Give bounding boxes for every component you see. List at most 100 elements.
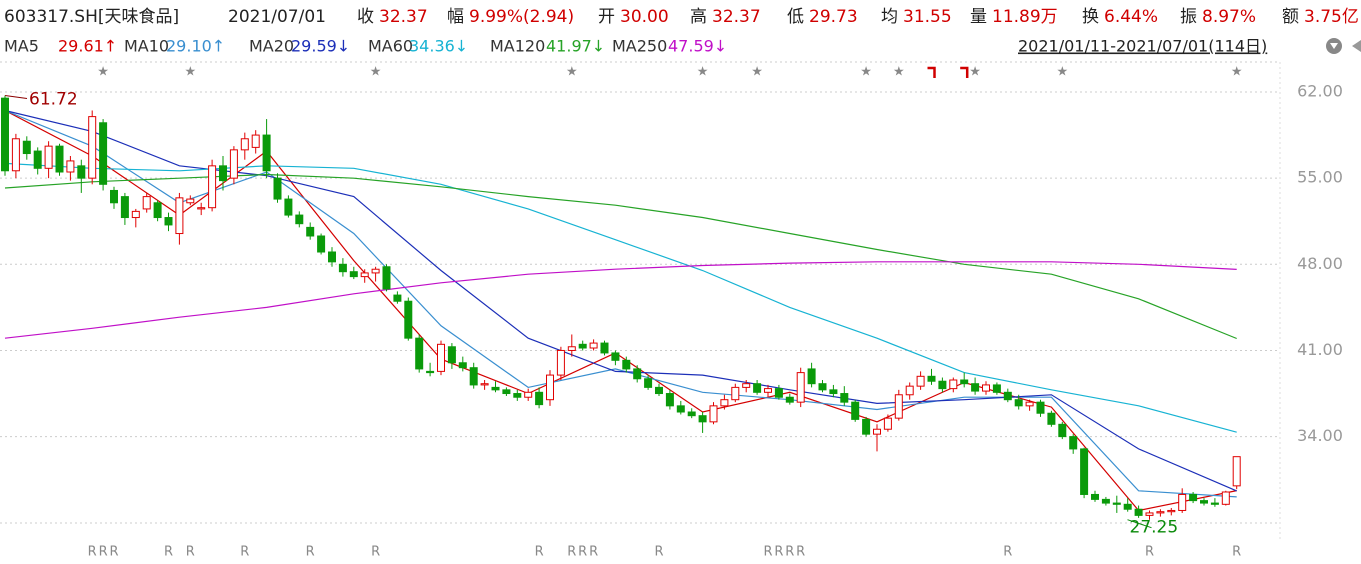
legend-value: 29.59↓ (291, 37, 350, 56)
candle-body (1069, 436, 1078, 450)
candle-body (110, 189, 118, 204)
candle-body (774, 388, 783, 398)
field-value: 8.97% (1202, 7, 1256, 27)
event-star: ★ (1231, 65, 1243, 80)
candle-body (513, 393, 522, 398)
legend-value: 41.97↓ (546, 37, 605, 56)
candle-body (22, 140, 31, 155)
candle-body (186, 198, 195, 204)
candle-body (153, 202, 162, 219)
candle-body (829, 389, 838, 395)
candle-body (273, 177, 282, 200)
date: 2021/07/01 (228, 7, 326, 27)
field-label: 均 (881, 7, 898, 27)
candle-body (567, 346, 576, 351)
candle-body (338, 263, 347, 273)
legend-name: MA10 (124, 37, 169, 56)
candle-body (785, 396, 794, 403)
candle-body (622, 359, 631, 370)
candle-body (33, 150, 42, 169)
candle-body (502, 389, 511, 395)
candle-body (655, 386, 663, 395)
event-r: R (567, 545, 576, 560)
event-flag (927, 66, 936, 78)
candle-body (916, 375, 925, 387)
event-r: R (796, 545, 805, 560)
event-r: R (654, 545, 663, 560)
candle-body (1058, 423, 1067, 438)
event-star: ★ (97, 65, 109, 80)
scroll-icon[interactable] (1352, 40, 1361, 52)
event-r: R (306, 545, 315, 560)
candle-body (251, 134, 260, 148)
candle-body (742, 383, 751, 388)
candle-body (633, 368, 642, 380)
legend-name: MA60 (368, 37, 413, 56)
field-label: 幅 (447, 7, 464, 27)
candle-body (55, 145, 64, 173)
candle-body (556, 349, 565, 376)
candle-body (611, 352, 620, 361)
candle-body (720, 399, 729, 407)
event-star: ★ (751, 65, 763, 80)
event-r: R (109, 545, 118, 560)
event-r: R (1145, 545, 1154, 560)
event-r: R (578, 545, 587, 560)
event-r: R (1232, 545, 1241, 560)
legend-name: MA120 (490, 37, 545, 56)
field-label: 收 (357, 7, 374, 27)
candle-body (229, 149, 238, 179)
event-r: R (186, 545, 195, 560)
y-tick-label: 34.00 (1297, 426, 1343, 445)
candle-body (807, 368, 816, 385)
candle-body (1156, 511, 1165, 514)
candle-body (371, 268, 380, 274)
event-r: R (88, 545, 97, 560)
candle-body (796, 372, 805, 403)
event-r: R (589, 545, 598, 560)
y-tick-label: 48.00 (1297, 254, 1343, 273)
candle-body (208, 165, 217, 209)
candle-body (676, 405, 685, 413)
event-r: R (240, 545, 249, 560)
field-value: 32.37 (712, 7, 761, 27)
legend-name: MA20 (249, 37, 294, 56)
candle-body (971, 383, 980, 392)
candle-body (437, 343, 445, 372)
candle-body (873, 428, 881, 435)
event-r: R (164, 545, 173, 560)
candle-body (1167, 509, 1176, 513)
candle-body (1200, 500, 1208, 504)
field-label: 低 (787, 7, 804, 27)
candle-body (731, 386, 740, 401)
legend-name: MA5 (4, 37, 39, 56)
event-r: R (371, 545, 380, 560)
candle-body (1145, 512, 1154, 516)
event-r: R (535, 545, 544, 560)
candle-body (524, 391, 533, 398)
field-value: 31.55 (903, 7, 952, 27)
candle-body (960, 379, 969, 385)
y-tick-label: 41.00 (1297, 340, 1343, 359)
candle-body (469, 367, 478, 386)
candle-body (1025, 401, 1034, 407)
candle-body (447, 346, 456, 364)
candle-body (66, 160, 75, 173)
candle-body (360, 272, 369, 278)
candle-body (578, 343, 587, 349)
candle-body (589, 342, 598, 349)
candle-body (1101, 498, 1110, 504)
candle-body (938, 380, 947, 390)
candle-body (328, 251, 336, 263)
event-star: ★ (860, 65, 872, 80)
event-star: ★ (969, 65, 981, 80)
event-r: R (763, 545, 772, 560)
field-label: 高 (690, 7, 707, 27)
legend-value: 29.10↑ (166, 37, 225, 56)
field-value: 32.37 (379, 7, 428, 27)
field-value: 30.00 (620, 7, 669, 27)
field-label: 换 (1082, 7, 1099, 27)
candle-body (1, 97, 9, 172)
date-range[interactable]: 2021/01/11-2021/07/01(114日) (1018, 37, 1267, 56)
